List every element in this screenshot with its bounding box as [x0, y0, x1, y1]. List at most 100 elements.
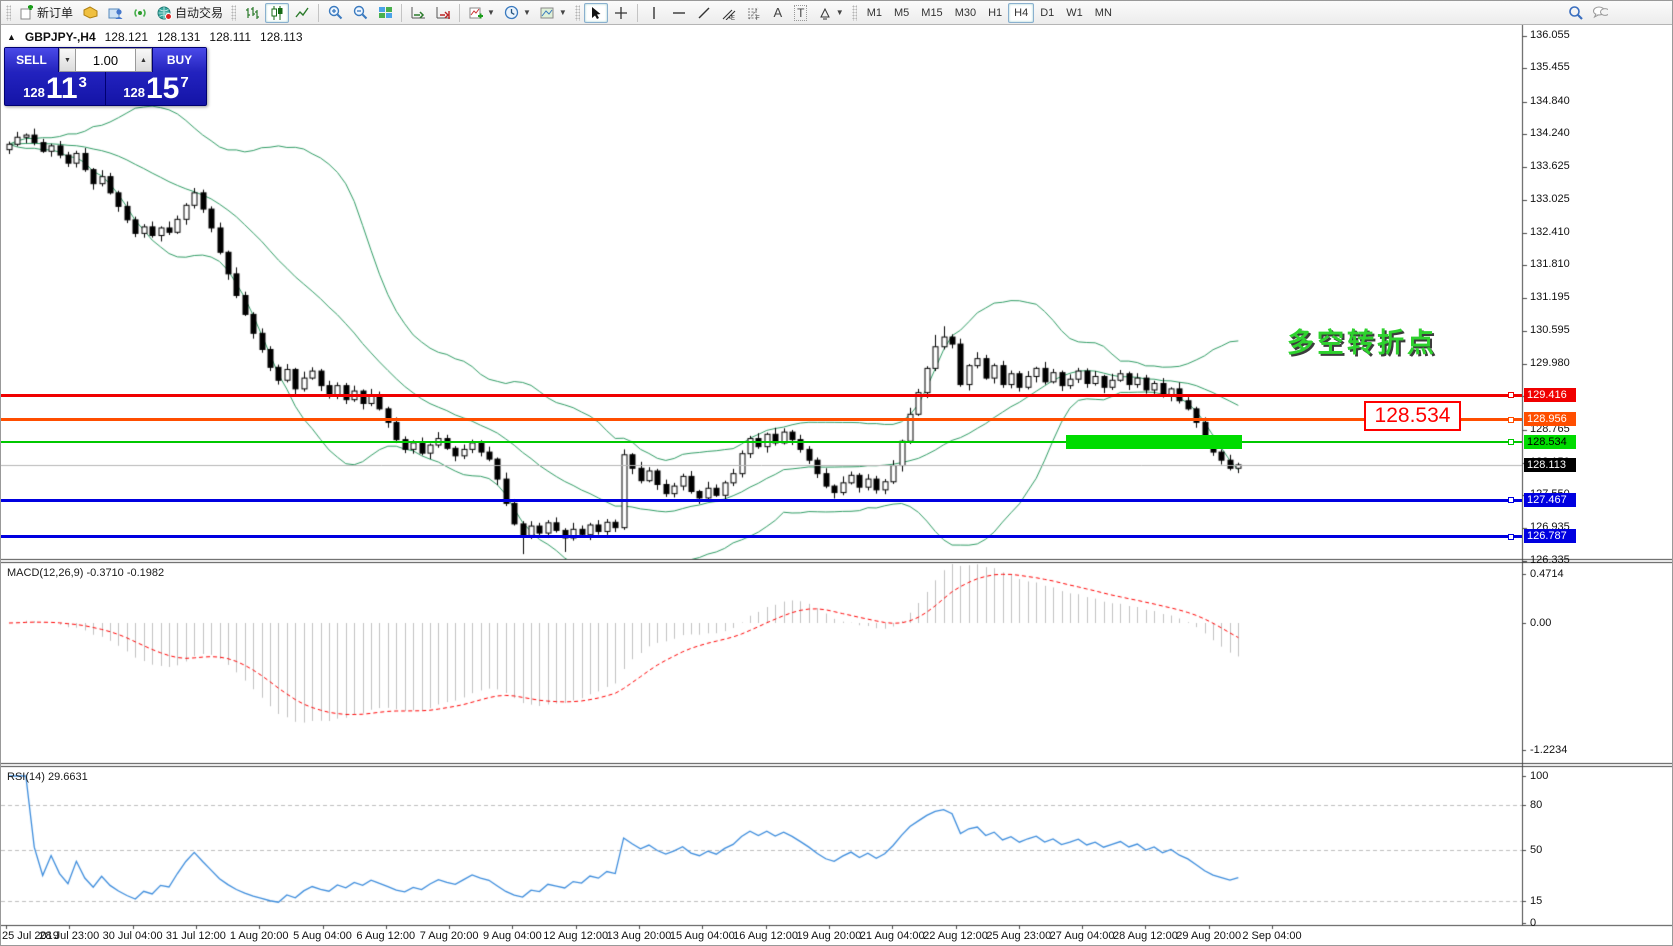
chat-icon — [1592, 5, 1608, 21]
candlestick-chart-icon — [269, 5, 285, 21]
auto-scroll-button[interactable] — [406, 3, 430, 23]
volume-input[interactable]: 1.00 — [76, 48, 135, 72]
timeframe-button-m30[interactable]: M30 — [954, 6, 977, 19]
timeframe-button-mn[interactable]: MN — [1094, 6, 1112, 19]
chart-shift-icon — [435, 5, 451, 21]
timeframe-button-d1[interactable]: D1 — [1040, 6, 1055, 19]
market-watch-icon — [82, 5, 98, 21]
templates-button[interactable]: ▼ — [536, 3, 571, 23]
search-icon — [1568, 5, 1584, 21]
vertical-line-button[interactable] — [642, 3, 666, 23]
volume-increase-button[interactable]: ▲ — [135, 48, 152, 72]
new-order-icon — [19, 5, 35, 21]
volume-decrease-button[interactable]: ▼ — [59, 48, 76, 72]
tile-windows-button[interactable] — [373, 3, 397, 23]
zoom-in-icon — [327, 5, 343, 21]
svg-text:E: E — [731, 16, 735, 20]
chart-shift-button[interactable] — [431, 3, 455, 23]
text-label-button[interactable]: T — [790, 3, 812, 23]
fibonacci-button[interactable]: F — [742, 3, 766, 23]
text-tool-icon: A — [773, 5, 783, 20]
bar-chart-button[interactable] — [240, 3, 264, 23]
dropdown-arrow-icon: ▼ — [835, 8, 844, 17]
toolbar-separator — [318, 3, 320, 22]
signals-button[interactable] — [128, 3, 152, 23]
text-label-icon: T — [794, 4, 808, 21]
new-order-label: 新订单 — [37, 6, 74, 20]
clock-icon — [504, 5, 520, 21]
template-icon — [540, 5, 556, 21]
market-watch-button[interactable] — [78, 3, 102, 23]
trendline-button[interactable] — [692, 3, 716, 23]
line-chart-icon — [294, 5, 310, 21]
periods-button[interactable]: ▼ — [500, 3, 535, 23]
zoom-out-icon — [352, 5, 368, 21]
profiles-icon — [107, 5, 123, 21]
one-click-trading-panel: SELL ▼ 1.00 ▲ BUY 128 11 3 128 15 7 — [4, 47, 207, 106]
timeframe-button-h4[interactable]: H4 — [1008, 2, 1035, 23]
line-chart-button[interactable] — [290, 3, 314, 23]
chart-plot-area[interactable] — [1, 25, 1672, 945]
toolbar-separator — [401, 3, 403, 22]
autotrading-button[interactable]: 自动交易 — [153, 3, 227, 23]
buy-price-sup: 7 — [180, 74, 189, 91]
toolbar-group-handle — [851, 4, 857, 21]
auto-scroll-icon — [410, 5, 426, 21]
timeframe-button-h1[interactable]: H1 — [988, 6, 1003, 19]
timeframe-button-m15[interactable]: M15 — [921, 6, 943, 19]
sell-price[interactable]: 128 11 3 — [5, 72, 105, 105]
buy-button[interactable]: BUY — [152, 48, 206, 72]
arrows-icon — [817, 5, 833, 21]
chat-button[interactable] — [1588, 3, 1612, 23]
toolbar-separator — [636, 3, 638, 22]
sell-price-sup: 3 — [78, 74, 87, 91]
crosshair-icon — [613, 5, 629, 21]
arrows-button[interactable]: ▼ — [813, 3, 848, 23]
dropdown-arrow-icon: ▼ — [558, 8, 567, 17]
horizontal-line-icon — [671, 5, 687, 21]
dropdown-arrow-icon: ▼ — [487, 8, 495, 17]
trade-panel-divider — [105, 72, 106, 105]
buy-price[interactable]: 128 15 7 — [106, 72, 206, 105]
sell-price-prefix: 128 — [23, 85, 45, 100]
vertical-line-icon — [646, 5, 662, 21]
timeframe-button-m1[interactable]: M1 — [866, 6, 882, 19]
tile-windows-icon — [377, 5, 393, 21]
sell-price-big: 11 — [45, 72, 78, 105]
autotrading-label: 自动交易 — [175, 6, 224, 20]
bar-chart-icon — [244, 5, 260, 21]
channel-button[interactable]: E — [717, 3, 741, 23]
toolbar-separator — [459, 3, 461, 22]
buy-price-prefix: 128 — [123, 85, 145, 100]
zoom-in-button[interactable] — [323, 3, 347, 23]
dropdown-arrow-icon: ▼ — [522, 8, 531, 17]
crosshair-button[interactable] — [609, 3, 633, 23]
toolbar-group-handle — [6, 4, 11, 21]
timeframe-button-m5[interactable]: M5 — [894, 6, 910, 19]
horizontal-line-button[interactable] — [667, 3, 691, 23]
signals-icon — [132, 5, 148, 21]
toolbar-group-handle — [574, 4, 580, 21]
search-button[interactable] — [1564, 3, 1588, 23]
autotrading-icon — [157, 5, 173, 21]
cursor-button[interactable] — [583, 2, 608, 23]
zoom-out-button[interactable] — [348, 3, 372, 23]
text-button[interactable]: A — [767, 3, 789, 23]
new-order-button[interactable]: 新订单 — [15, 3, 77, 23]
toolbar-group-handle — [231, 4, 237, 21]
timeframe-button-w1[interactable]: W1 — [1066, 6, 1083, 19]
sell-button[interactable]: SELL — [5, 48, 59, 72]
trendline-icon — [696, 5, 712, 21]
fibonacci-icon: F — [746, 5, 762, 21]
profiles-button[interactable] — [103, 3, 127, 23]
candlestick-chart-button[interactable] — [265, 2, 290, 23]
svg-text:F: F — [756, 16, 760, 20]
indicators-button[interactable]: ▼ — [464, 3, 499, 23]
cursor-icon — [588, 5, 604, 21]
indicators-icon — [468, 5, 484, 21]
buy-price-big: 15 — [145, 72, 180, 105]
channel-icon: E — [721, 5, 737, 21]
timeframe-group: M1 M5 M15 M30 H1 H4 D1 W1 MN — [861, 2, 1118, 23]
toolbar: 新订单 自动交易 — [1, 1, 1672, 25]
